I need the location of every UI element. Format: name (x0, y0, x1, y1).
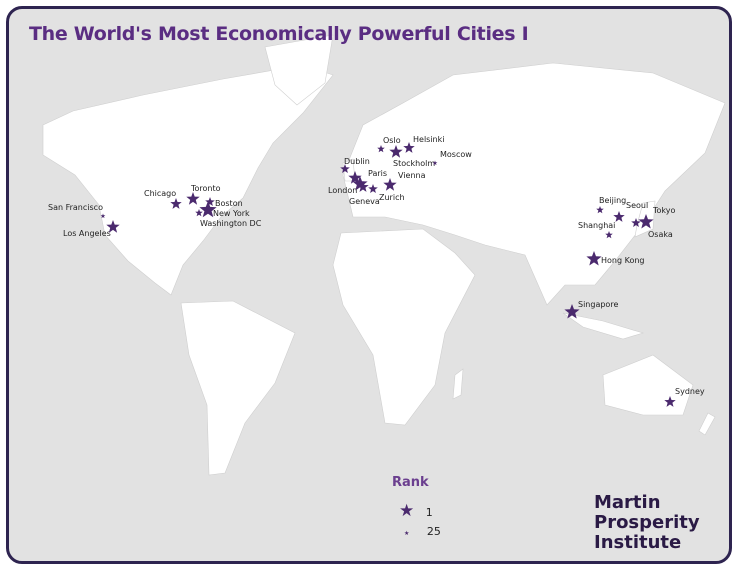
city-label-paris: Paris (368, 169, 387, 178)
uk (342, 158, 356, 182)
city-star-los-angeles (106, 220, 120, 233)
eurasia (342, 62, 726, 306)
city-star-oslo (377, 145, 385, 153)
north-america (42, 64, 334, 296)
city-label-los-angeles: Los Angeles (63, 229, 111, 238)
city-label-beijing: Beijing (599, 196, 626, 205)
city-star-london (352, 176, 368, 191)
city-label-vienna: Vienna (398, 171, 426, 180)
madagascar (452, 368, 464, 400)
brand-line-3: Institute (594, 532, 682, 553)
city-star-new-york (199, 201, 217, 218)
city-star-beijing (596, 206, 604, 214)
africa (332, 228, 476, 426)
legend-row-min: ★ 25 (399, 525, 441, 538)
brand-line-2: Prosperity (594, 512, 700, 533)
city-star-boston (205, 197, 215, 206)
south-america (180, 300, 296, 476)
city-star-vienna (383, 178, 397, 191)
legend-max-label: 1 (425, 506, 433, 519)
city-label-washington-dc: Washington DC (200, 219, 262, 228)
brand-logo: Martin Prosperity Institute (594, 493, 700, 553)
new-zealand (698, 412, 716, 436)
city-label-new-york: New York (213, 209, 250, 218)
city-star-washington-dc (195, 209, 203, 217)
city-star-helsinki (403, 142, 415, 153)
city-label-hong-kong: Hong Kong (601, 256, 645, 265)
city-label-boston: Boston (215, 199, 243, 208)
city-label-dublin: Dublin (344, 157, 370, 166)
legend-row-max: ★ 1 (399, 501, 433, 521)
city-star-stockholm (389, 145, 403, 158)
city-star-chicago (170, 198, 182, 209)
city-star-geneva (368, 184, 378, 193)
city-star-zurich (357, 181, 369, 192)
greenland (264, 34, 334, 106)
city-label-oslo: Oslo (383, 136, 401, 145)
city-star-paris (348, 171, 362, 184)
city-label-stockholm: Stockholm (393, 159, 435, 168)
city-label-london: London (328, 186, 357, 195)
city-star-seoul (613, 211, 625, 222)
city-label-seoul: Seoul (626, 201, 648, 210)
large-star-icon: ★ (399, 501, 415, 521)
city-label-sydney: Sydney (675, 387, 705, 396)
city-star-toronto (186, 192, 200, 205)
city-label-helsinki: Helsinki (413, 135, 444, 144)
small-star-icon: ★ (404, 530, 410, 537)
city-label-zurich: Zurich (379, 193, 405, 202)
city-star-osaka (631, 218, 641, 227)
legend-title: Rank (392, 475, 429, 490)
australia (602, 354, 694, 416)
city-star-dublin (340, 164, 350, 173)
indonesia (562, 312, 645, 340)
city-star-hong-kong (586, 251, 602, 266)
city-label-san-francisco: San Francisco (48, 203, 103, 212)
city-label-moscow: Moscow (440, 150, 472, 159)
brand-line-1: Martin (594, 492, 661, 513)
city-star-moscow (432, 160, 438, 165)
map-frame: Tokyo Osaka Seoul Beijing Shanghai Hong Kong S… (6, 6, 732, 564)
city-label-shanghai: Shanghai (578, 221, 615, 230)
city-star-san-francisco (100, 213, 106, 218)
city-star-tokyo (638, 214, 654, 229)
city-label-tokyo: Tokyo (652, 206, 676, 215)
city-label-chicago: Chicago (144, 189, 176, 198)
map-title: The World's Most Economically Powerful C… (29, 23, 529, 45)
city-star-singapore (564, 304, 580, 319)
city-label-geneva: Geneva (349, 197, 380, 206)
legend-min-label: 25 (426, 525, 441, 538)
city-label-singapore: Singapore (578, 300, 618, 309)
city-label-osaka: Osaka (648, 230, 673, 239)
city-label-toronto: Toronto (190, 184, 221, 193)
city-star-shanghai (605, 231, 613, 239)
city-star-sydney (664, 396, 676, 407)
